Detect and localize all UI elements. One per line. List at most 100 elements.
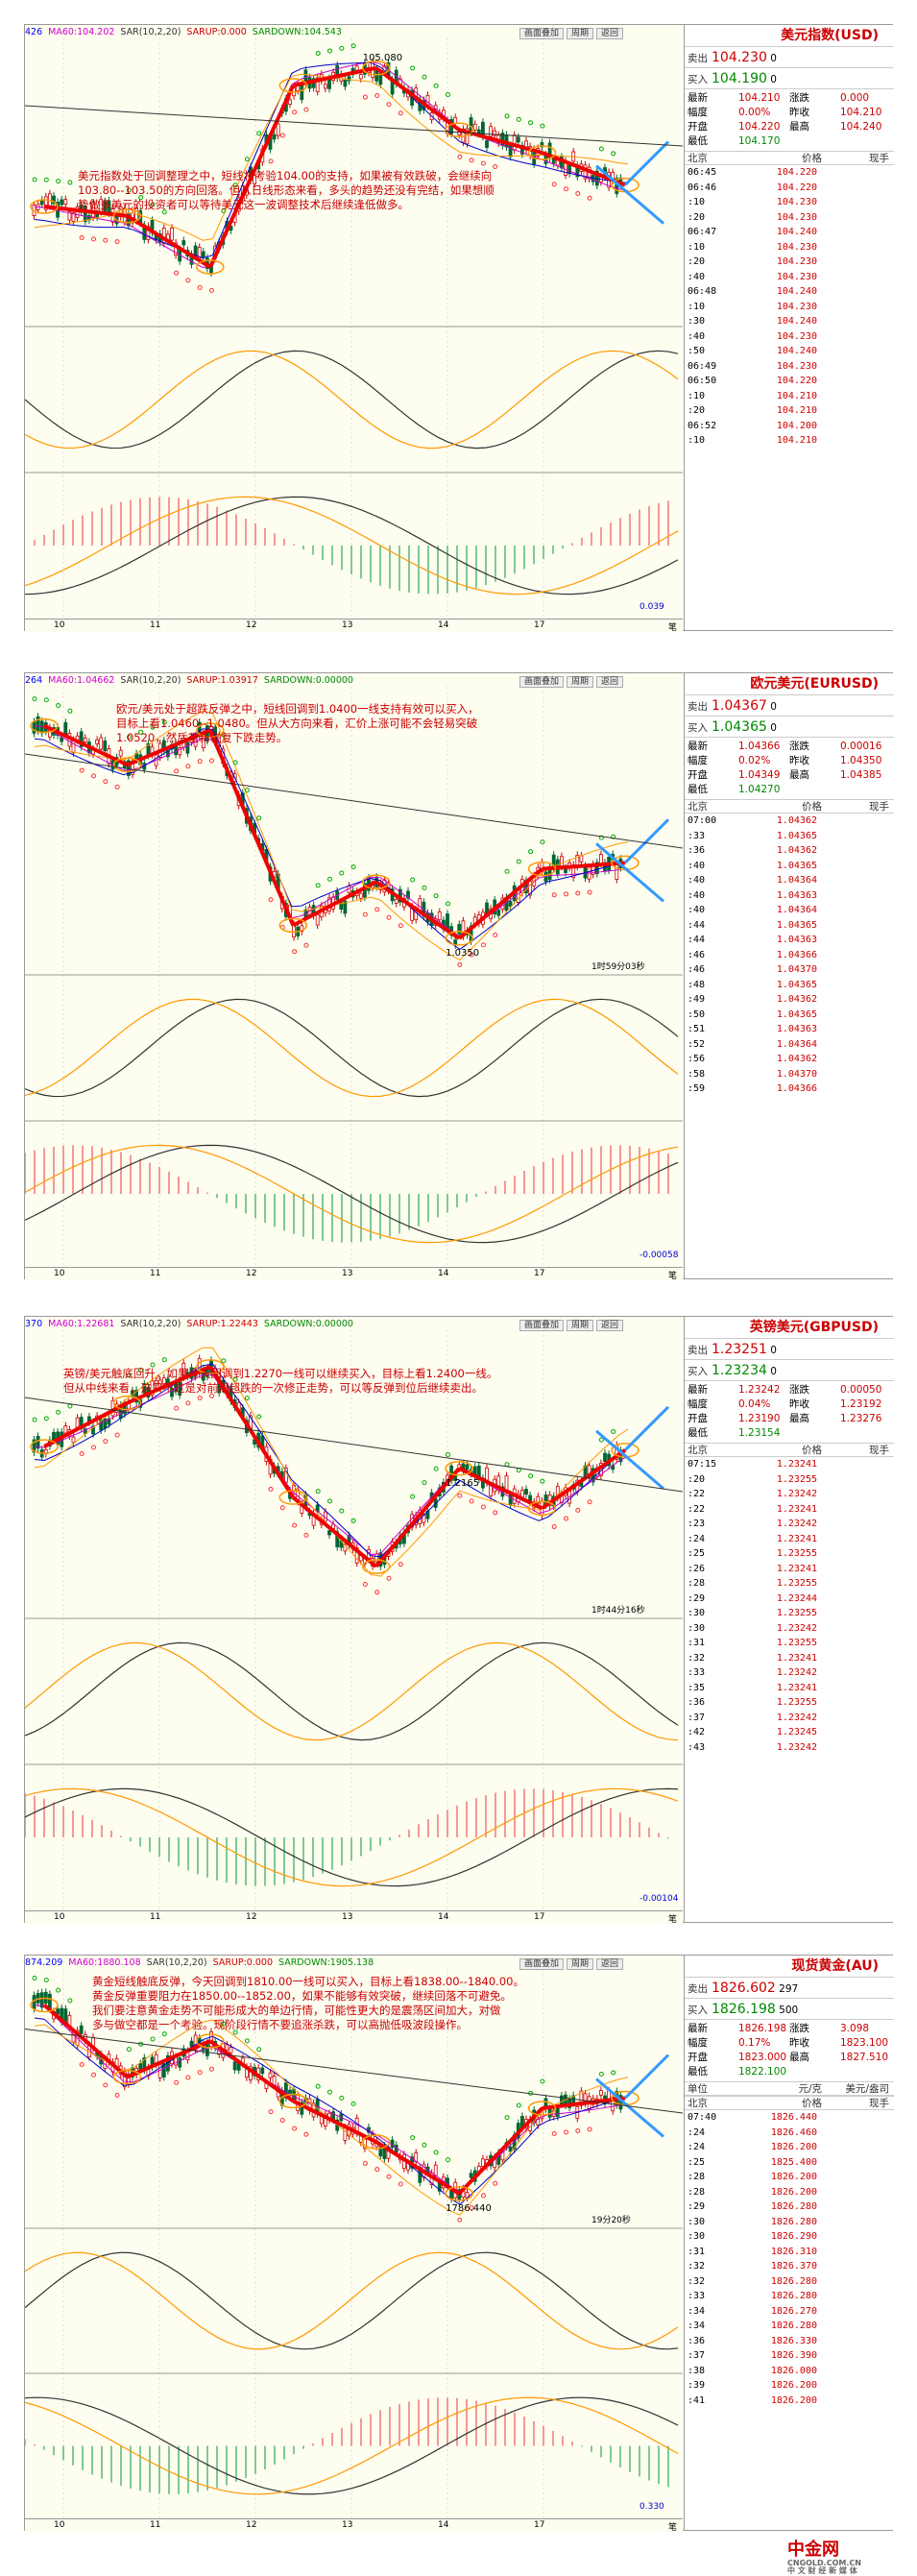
buy-row[interactable]: 买入 104.190 0 [685,67,894,88]
tick-price: 1826.200 [770,2380,817,2391]
sar-dot [350,43,356,49]
chart-area[interactable]: 264 MA60:1.04662 SAR(10,2,20) SARUP:1.03917… [25,673,683,1281]
indicator-bar: 370 MA60:1.22681 SAR(10,2,20) SARUP:1.22443… [25,1319,359,1329]
tick-list[interactable]: 07:00 1.04362:33 1.04365:36 1.04362:40 1.043… [685,814,894,1097]
stat-cell: 1822.100 [738,2066,787,2078]
sar-dot [150,2036,156,2042]
candle [229,2047,233,2054]
x-tick-label: 12 [246,1912,257,1922]
sar-dot [103,237,109,243]
tick-price: 1.04370 [776,1068,817,1080]
indicator-value: 264 [25,675,43,686]
quote-stats: 最新 104.210 涨跌 0.000 幅度 0.00% 昨收 104.210 开盘 104.22… [685,88,894,151]
tick-list[interactable]: 07:15 1.23241:20 1.23255:22 1.23242:22 1.232… [685,1457,894,1755]
tick-row: :29 1826.280 [685,2199,894,2215]
candle [185,741,190,754]
toolbar-button[interactable]: 画面叠加 [519,1320,565,1331]
buy-row[interactable]: 买入 1826.198 500 [685,1998,894,2019]
pivot-circle [278,78,308,93]
forecast-arrow [623,1405,670,1451]
candle [32,1995,36,2009]
x-tick-label: 12 [246,1269,257,1278]
toolbar-button[interactable]: 画面叠加 [519,1958,565,1970]
trend-arrow [292,2099,377,2144]
stat-row: 最新 104.210 涨跌 0.000 [688,91,891,106]
candle [508,1494,513,1506]
moving-average-line [34,61,629,259]
tick-list[interactable]: 06:45 104.220 06:46 104.220:10 104.230:20 104… [685,165,894,449]
toolbar-button[interactable]: 周期 [567,676,594,688]
toolbar-button[interactable]: 返回 [596,1320,624,1331]
sar-dot [528,1473,534,1479]
candle [201,251,205,258]
tick-row: :30 1826.290 [685,2229,894,2245]
sar-dot [362,1582,368,1588]
indicator-value: 370 [25,1319,43,1329]
chart-area[interactable]: 874.209 MA60:1880.108 SAR(10,2,20) SARUP:0.… [25,1956,683,2533]
sell-row[interactable]: 卖出 1826.602 297 [685,1977,894,1998]
toolbar-button[interactable]: 返回 [596,28,624,39]
candle [83,737,87,743]
sar-dot [268,2109,274,2115]
tick-header: 北京 价格 现手 [685,799,894,814]
sar-dot [350,864,356,870]
toolbar-button[interactable]: 画面叠加 [519,676,565,688]
candle [472,123,477,131]
forecast-arrow [595,2078,664,2138]
candle [39,1992,44,2008]
stat-cell: 涨跌 [789,2023,809,2034]
sell-row[interactable]: 卖出 1.23251 0 [685,1338,894,1359]
tick-price: 1826.460 [770,2126,817,2138]
tick-price: 1.04365 [776,860,817,871]
stat-cell: 1.04349 [738,769,781,781]
symbol-title: 英镑美元(GBPUSD) [749,1320,879,1335]
tick-row: :32 1826.370 [685,2259,894,2274]
toolbar-button[interactable]: 周期 [567,28,594,39]
tick-time: :34 [688,2305,706,2317]
toolbar-button[interactable]: 画面叠加 [519,28,565,39]
toolbar-button[interactable]: 周期 [567,1958,594,1970]
tick-price: 104.230 [776,197,817,207]
tick-row: :58 1.04370 [685,1067,894,1082]
chart-area[interactable]: 426 MA60:104.202 SAR(10,2,20) SARUP:0.000 SA… [25,25,683,633]
tick-row: :25 1.23255 [685,1546,894,1562]
trend-line [25,753,683,849]
sar-dot [564,891,568,897]
tick-list[interactable]: 07:40 1826.440:24 1826.460:24 1826.200:25 18… [685,2110,894,2408]
buy-row[interactable]: 买入 1.04365 0 [685,716,894,737]
toolbar-button[interactable]: 周期 [567,1320,594,1331]
tick-row: :36 1.23255 [685,1695,894,1711]
sell-row[interactable]: 卖出 1.04367 0 [685,694,894,716]
sar-dot [256,1414,262,1420]
candle [457,924,462,935]
indicator-value: MA60:104.202 [48,27,115,37]
sar-dot [292,109,298,115]
buy-row[interactable]: 买入 1.23234 0 [685,1359,894,1380]
x-axis-end: 笔 [668,623,678,633]
candle [161,1377,166,1385]
sell-row[interactable]: 卖出 104.230 0 [685,46,894,67]
tick-time: 06:45 [688,167,717,178]
sar-dot [504,2115,510,2121]
chart-area[interactable]: 370 MA60:1.22681 SAR(10,2,20) SARUP:1.22443… [25,1317,683,1925]
x-tick-label: 11 [150,1269,161,1278]
tick-time: :28 [688,2186,706,2198]
sar-dot [303,107,309,112]
tick-price: 1.04370 [776,964,817,975]
sar-dot [43,1416,49,1422]
trend-arrow [457,2106,544,2196]
tick-row: :37 1826.390 [685,2348,894,2364]
stat-cell: 1.23190 [738,1413,781,1424]
toolbar-button[interactable]: 返回 [596,1958,624,1970]
tick-time: :32 [688,2261,706,2272]
pivot-circle [30,1439,59,1454]
tick-time: 06:47 [688,227,717,237]
toolbar-button[interactable]: 返回 [596,676,624,688]
sell-price: 1826.602 [712,1981,776,1996]
tick-time: :46 [688,949,706,960]
stat-cell: 0.00016 [840,741,882,752]
sar-dot [256,815,262,821]
sar-dot [493,1510,498,1516]
pivot-circle [361,874,391,889]
trend-line [25,105,683,147]
